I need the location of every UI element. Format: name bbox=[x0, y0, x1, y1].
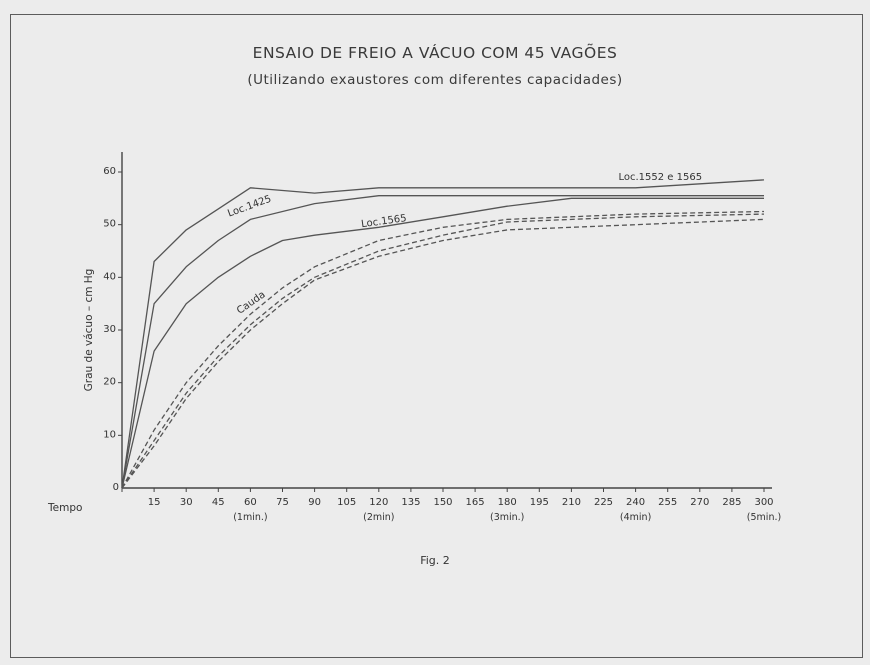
chart-series bbox=[121, 179, 765, 489]
x-tick-label: 255 bbox=[658, 497, 677, 508]
x-sub-label: (4min) bbox=[620, 512, 651, 523]
y-tick-label: 50 bbox=[103, 219, 116, 230]
series-annotation: Loc.1552 e 1565 bbox=[618, 172, 702, 183]
y-tick-label: 60 bbox=[103, 166, 116, 177]
x-tick-label: 135 bbox=[401, 497, 420, 508]
x-tick-label: 75 bbox=[276, 497, 289, 508]
x-tick-label: 120 bbox=[369, 497, 388, 508]
x-tick-label: 90 bbox=[308, 497, 321, 508]
series-line-6 bbox=[121, 218, 765, 489]
x-tick-label: 45 bbox=[212, 497, 225, 508]
x-tick-label: 240 bbox=[626, 497, 645, 508]
chart-subtitle: (Utilizando exaustores com diferentes ca… bbox=[247, 72, 623, 88]
y-tick-label: 20 bbox=[103, 377, 116, 388]
x-axis-title: Tempo bbox=[47, 502, 82, 514]
x-tick-label: 15 bbox=[148, 497, 161, 508]
x-tick-label: 285 bbox=[722, 497, 741, 508]
y-tick-label: 10 bbox=[103, 429, 116, 440]
x-tick-label: 300 bbox=[754, 497, 773, 508]
y-tick-label: 30 bbox=[103, 324, 116, 335]
x-tick-label: 195 bbox=[530, 497, 549, 508]
series-annotation: Loc.1565 bbox=[361, 213, 408, 230]
series-annotation: Cauda bbox=[235, 289, 267, 316]
series-line-5 bbox=[121, 213, 765, 489]
x-tick-label: 225 bbox=[594, 497, 613, 508]
x-tick-label: 30 bbox=[180, 497, 193, 508]
series-line-4 bbox=[121, 210, 765, 489]
series-line-3 bbox=[121, 197, 764, 489]
y-axis-title: Grau de vácuo – cm Hg bbox=[83, 269, 95, 392]
series-line-2 bbox=[121, 195, 764, 489]
x-tick-label: 60 bbox=[244, 497, 257, 508]
figure-caption: Fig. 2 bbox=[420, 554, 450, 567]
x-tick-label: 0 bbox=[113, 482, 119, 493]
x-tick-label: 150 bbox=[433, 497, 452, 508]
x-tick-label: 210 bbox=[562, 497, 581, 508]
x-sub-label: (5min.) bbox=[747, 512, 781, 523]
x-tick-label: 105 bbox=[337, 497, 356, 508]
x-sub-label: (1min.) bbox=[233, 512, 267, 523]
chart-axes: 10 20 30 40 50 60 0 15 30 45 60 75 90 105 120 135 150 165… bbox=[47, 152, 781, 523]
x-tick-label: 165 bbox=[466, 497, 485, 508]
x-tick-label: 270 bbox=[690, 497, 709, 508]
x-sub-label: (3min.) bbox=[490, 512, 524, 523]
y-tick-label: 40 bbox=[103, 271, 116, 282]
figure-frame bbox=[10, 14, 863, 658]
series-line-1 bbox=[121, 179, 765, 489]
x-sub-label: (2min) bbox=[363, 512, 394, 523]
x-tick-label: 180 bbox=[498, 497, 517, 508]
chart-title: ENSAIO DE FREIO A VÁCUO COM 45 VAGÕES bbox=[252, 44, 618, 62]
